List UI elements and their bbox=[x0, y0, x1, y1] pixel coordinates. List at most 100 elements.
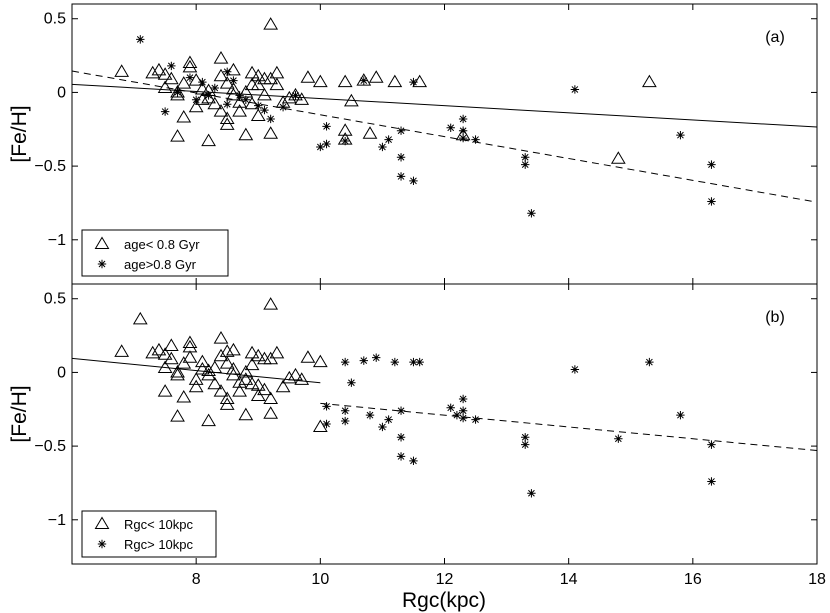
panel-a-triangle-point bbox=[263, 17, 279, 30]
panel-a-asterisk-point bbox=[136, 35, 145, 44]
panel-b-legend-label-2: Rgc> 10kpc bbox=[124, 537, 194, 552]
panel-a-y-tick-label: −1 bbox=[48, 232, 66, 249]
panel-a-asterisk-point bbox=[223, 100, 232, 109]
panel-a-triangle-point bbox=[250, 68, 266, 82]
panel-b-triangle-point bbox=[219, 356, 235, 369]
panel-a-asterisk-point bbox=[266, 114, 275, 124]
panel-b-triangle-point bbox=[182, 350, 198, 363]
x-tick-label: 18 bbox=[808, 571, 826, 588]
panel-a-asterisk-point bbox=[384, 135, 393, 144]
panel-a-asterisk-point bbox=[707, 197, 716, 206]
panel-b-triangle-point bbox=[275, 379, 291, 393]
panel-a-asterisk-point bbox=[409, 77, 418, 87]
panel-b-triangle-point bbox=[213, 348, 229, 362]
panel-a-asterisk-point bbox=[241, 95, 251, 104]
panel-a-triangle-point bbox=[201, 90, 216, 104]
panel-a-triangle-point bbox=[219, 117, 235, 130]
panel-a-triangle-point bbox=[257, 87, 272, 101]
panel-a-legend-triangle-icon bbox=[94, 236, 110, 250]
panel-a-legend-label-1: age< 0.8 Gyr bbox=[124, 237, 200, 252]
panel-a-triangle-point bbox=[195, 92, 210, 105]
panel-a-triangle-point bbox=[201, 133, 216, 147]
panel-b-asterisk-point bbox=[570, 365, 580, 374]
x-tick-label: 16 bbox=[684, 571, 702, 588]
panel-b-triangle-point bbox=[238, 364, 254, 378]
panel-b-asterisk-point bbox=[707, 440, 716, 449]
panel-b-triangle-point bbox=[226, 342, 241, 356]
panel-b-triangle-point bbox=[257, 382, 272, 396]
panel-a-triangle-point bbox=[170, 129, 185, 142]
panel-a-legend-box bbox=[81, 229, 229, 277]
panel-a-triangle-point bbox=[157, 67, 173, 80]
panel-b-legend-triangle-icon bbox=[94, 516, 110, 530]
panel-b-asterisk-point bbox=[458, 406, 468, 415]
panel-a-asterisk-point bbox=[471, 135, 480, 144]
panel-b-asterisk-point bbox=[452, 410, 462, 420]
panel-b-triangle-point bbox=[201, 367, 216, 381]
panel-b-asterisk-point bbox=[340, 357, 350, 367]
panel-b-asterisk-point bbox=[340, 416, 350, 426]
panel-a-asterisk-point bbox=[210, 83, 219, 93]
panel-b-triangle-point bbox=[250, 378, 266, 391]
panel-b-triangle-point bbox=[244, 357, 260, 371]
panel-b-triangle-point bbox=[157, 360, 173, 374]
panel-b-triangle-point bbox=[157, 347, 173, 360]
panel-b-asterisk-point bbox=[384, 415, 393, 424]
panel-a-triangle-point bbox=[219, 76, 235, 89]
panel-b-legend-asterisk-icon bbox=[97, 539, 107, 549]
panel-a-y-tick-label: −0.5 bbox=[34, 158, 66, 175]
panel-b-triangle-point bbox=[170, 364, 185, 378]
panel-b-y-tick-label: −1 bbox=[48, 512, 66, 529]
panel-b-triangle-point bbox=[294, 372, 310, 385]
panel-b-asterisk-point bbox=[340, 406, 350, 415]
panel-a-triangle-point bbox=[170, 87, 185, 101]
panel-a-triangle-point bbox=[176, 109, 192, 123]
panel-b-asterisk-point bbox=[676, 410, 685, 420]
panel-b-triangle-point bbox=[238, 407, 254, 421]
panel-a-asterisk-point bbox=[229, 76, 238, 85]
panel-a-asterisk-point bbox=[260, 105, 269, 115]
legend-triangle-marker bbox=[94, 516, 110, 530]
panel-b-asterisk-point bbox=[390, 357, 400, 367]
panel-b-fit-solid-line bbox=[71, 357, 321, 384]
panel-a-fit-dashed-line bbox=[71, 70, 818, 203]
panel-b-triangle-point bbox=[219, 391, 235, 404]
panel-b-triangle-point bbox=[176, 389, 192, 403]
panel-a-triangle-point bbox=[145, 65, 161, 79]
panel-b-asterisk-point bbox=[378, 422, 387, 432]
panel-b-y-tick-label: 0 bbox=[57, 364, 66, 381]
panel-b-triangle-point bbox=[312, 419, 328, 432]
panel-b-asterisk-point bbox=[521, 440, 530, 449]
panel-b-tag: (b) bbox=[765, 309, 785, 326]
panel-b-triangle-point bbox=[288, 367, 303, 381]
panel-b-triangle-point bbox=[257, 351, 272, 365]
panel-a-asterisk-point bbox=[458, 133, 468, 143]
panel-b-triangle-point bbox=[238, 372, 254, 385]
panel-b-asterisk-point bbox=[365, 410, 375, 420]
panel-b-triangle-point bbox=[157, 384, 173, 397]
panel-a-asterisk-point bbox=[521, 153, 530, 162]
panel-a-asterisk-point bbox=[322, 122, 331, 131]
panel-b-triangle-point bbox=[114, 344, 130, 357]
panel-b-triangle-point bbox=[207, 360, 223, 374]
panel-a-triangle-point bbox=[610, 151, 626, 164]
panel-a-triangle-point bbox=[337, 74, 353, 88]
x-tick-label: 12 bbox=[436, 571, 454, 588]
panel-a-triangle-point bbox=[387, 74, 403, 88]
panel-b-triangle-point bbox=[188, 372, 204, 385]
legend-triangle-marker bbox=[94, 236, 110, 250]
panel-a-asterisk-point bbox=[396, 126, 406, 135]
panel-b-triangle-point bbox=[151, 342, 167, 356]
panel-a-asterisk-point bbox=[278, 102, 288, 112]
panel-b-asterisk-point bbox=[322, 419, 331, 429]
panel-a-asterisk-point bbox=[235, 91, 244, 100]
panel-b-triangle-point bbox=[201, 413, 216, 427]
panel-a-triangle-point bbox=[213, 68, 229, 82]
panel-a-triangle-point bbox=[344, 93, 359, 107]
panel-b-triangle-point bbox=[182, 335, 198, 348]
panel-a-triangle-point bbox=[176, 76, 192, 89]
x-tick-label: 10 bbox=[311, 571, 329, 588]
panel-b-asterisk-point bbox=[347, 378, 356, 387]
panel-b-y-tick-label: 0.5 bbox=[44, 291, 66, 308]
panel-b-triangle-point bbox=[170, 409, 185, 422]
